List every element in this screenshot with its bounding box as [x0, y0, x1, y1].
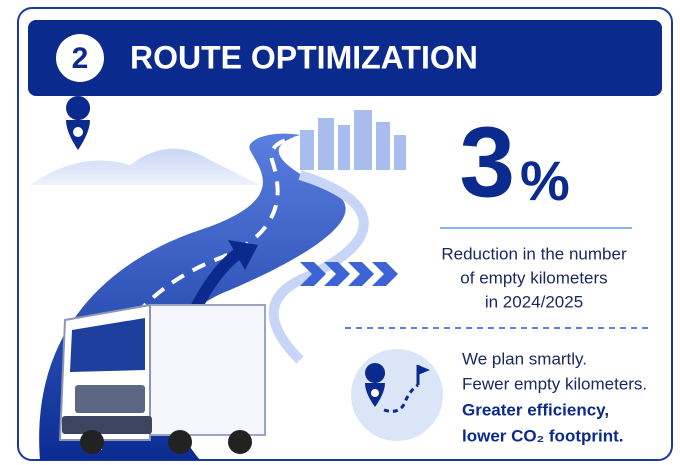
stat-unit: %: [520, 149, 570, 212]
benefit: Fewer empty kilometers.: [462, 374, 647, 393]
arrow-head: [228, 240, 258, 270]
step-number: 2: [72, 42, 89, 75]
pin-dot: [73, 127, 83, 137]
skyline: [300, 110, 406, 170]
stat-description: Reduction in the number: [441, 244, 627, 263]
arrow-shaft: [189, 247, 244, 313]
step-circle: [56, 34, 104, 82]
route-pin: [365, 363, 386, 407]
stat-description: in 2024/2025: [485, 292, 583, 311]
route-pin-dot: [371, 389, 379, 397]
benefit: Greater efficiency,: [462, 400, 609, 419]
flag: [418, 365, 430, 375]
benefit: We plan smartly.: [462, 349, 587, 368]
stat-description: of empty kilometers: [460, 268, 607, 287]
header-band: [28, 20, 662, 96]
header-title: ROUTE OPTIMIZATION: [130, 39, 478, 75]
benefit: lower CO₂ footprint.: [462, 426, 623, 445]
truck: [58, 303, 266, 454]
chevrons: [300, 262, 398, 286]
stat-number: 3: [459, 106, 515, 218]
hills: [30, 148, 260, 185]
illustration: [30, 96, 406, 460]
icon-circle: [351, 349, 443, 441]
location-pin: [66, 96, 91, 150]
